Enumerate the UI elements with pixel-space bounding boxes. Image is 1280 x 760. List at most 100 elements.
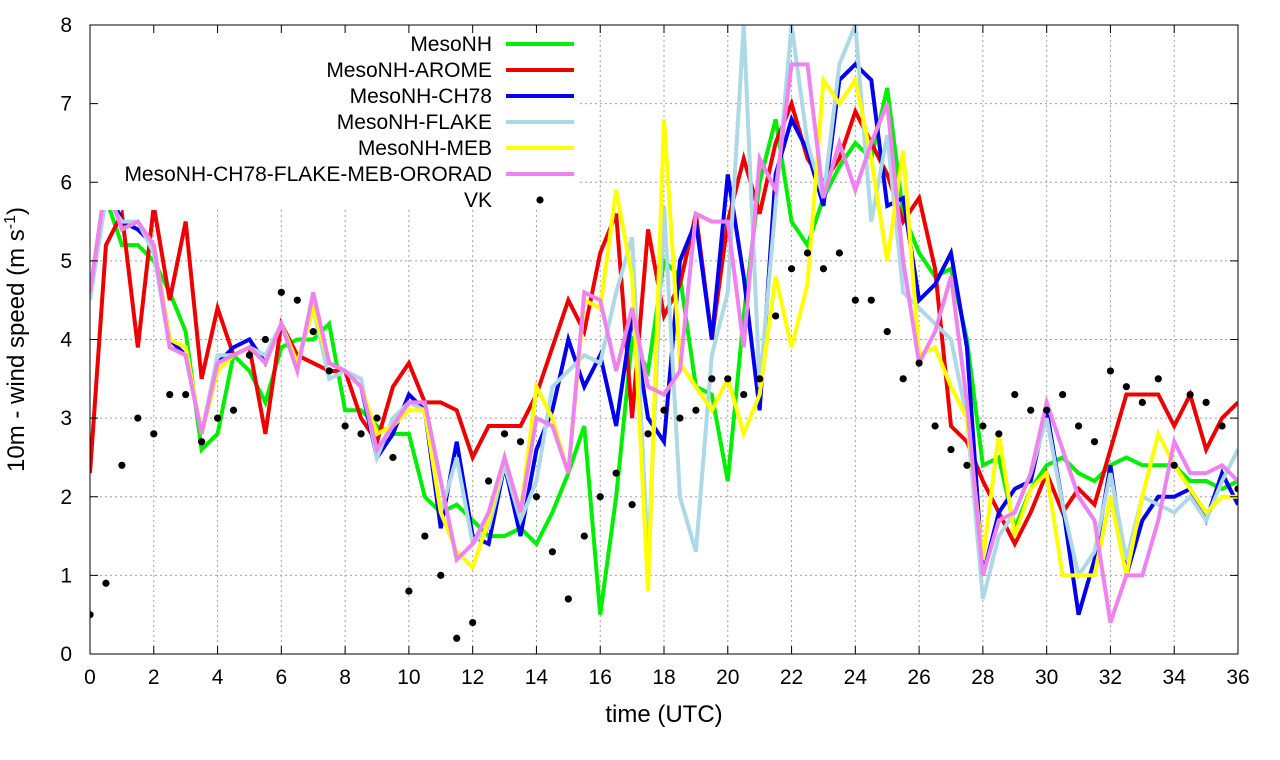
data-point (1059, 390, 1067, 399)
y-tick-label: 0 (60, 643, 72, 666)
data-point (1154, 375, 1162, 383)
data-point (166, 390, 174, 399)
data-point (787, 265, 796, 273)
data-point (947, 445, 955, 454)
x-axis-title: time (UTC) (605, 701, 722, 728)
legend-label: MesoNH-AROME (326, 59, 492, 82)
legend-label: MesoNH-CH78 (350, 85, 492, 108)
data-point (1011, 390, 1019, 399)
data-point (532, 493, 541, 501)
data-point (851, 296, 859, 304)
x-tick-label: 20 (716, 666, 739, 689)
y-tick-label: 7 (60, 93, 72, 116)
data-point (1074, 422, 1083, 430)
data-point (309, 328, 317, 336)
data-point (1122, 383, 1130, 391)
data-point (245, 351, 254, 359)
series-line (90, 87, 1238, 615)
y-tick-label: 5 (60, 250, 72, 273)
data-point (1202, 398, 1210, 406)
axis-ticks: 0 2 4 6 8 10 12 14 16 18 20 22 24 26 28 30 32 34 360123456… (60, 14, 1249, 689)
data-point (835, 249, 843, 257)
data-point (293, 296, 301, 304)
data-point (1106, 367, 1115, 375)
x-tick-label: 6 (275, 666, 287, 689)
data-point (628, 501, 636, 509)
data-point (708, 375, 716, 383)
data-point (915, 359, 923, 367)
data-point (676, 414, 684, 422)
data-point (90, 611, 94, 619)
data-point (803, 249, 812, 257)
x-tick-label: 12 (461, 666, 484, 689)
data-point (516, 438, 525, 446)
legend-label: MesoNH-FLAKE (337, 111, 492, 134)
x-tick-label: 34 (1163, 666, 1187, 689)
plot-series (90, 25, 1238, 642)
x-tick-label: 0 (84, 666, 96, 689)
y-tick-label: 3 (60, 407, 72, 430)
legend-background (62, 24, 580, 210)
y-axis-title-end: ) (3, 207, 30, 215)
data-point (229, 406, 238, 414)
data-point (1027, 406, 1035, 414)
data-point (899, 375, 907, 383)
data-point (213, 414, 222, 422)
data-point (341, 422, 349, 430)
data-point (118, 461, 126, 469)
data-point (198, 438, 206, 446)
data-point (389, 453, 397, 462)
series-line (90, 62, 1238, 624)
y-tick-label: 1 (60, 564, 72, 587)
x-tick-label: 10 (397, 666, 420, 689)
data-point (405, 587, 413, 595)
y-tick-label: 8 (60, 14, 72, 37)
data-point (724, 375, 732, 383)
y-tick-label: 6 (60, 171, 72, 194)
series-vk (90, 249, 1238, 642)
data-point (1090, 438, 1099, 446)
x-tick-label: 22 (780, 666, 803, 689)
data-point (485, 477, 493, 485)
data-point (979, 422, 987, 430)
legend-label: MesoNH-CH78-FLAKE-MEB-ORORAD (124, 163, 492, 186)
data-point (150, 430, 158, 438)
data-point (134, 414, 142, 422)
data-point (772, 312, 780, 320)
data-point (580, 532, 588, 540)
y-tick-label: 4 (60, 329, 72, 352)
x-tick-label: 8 (339, 666, 351, 689)
x-tick-label: 4 (212, 666, 224, 689)
data-point (819, 265, 828, 273)
legend-swatch (536, 196, 544, 204)
data-point (373, 414, 381, 422)
data-point (469, 618, 477, 627)
data-point (740, 390, 748, 399)
x-tick-label: 24 (844, 666, 868, 689)
x-tick-label: 18 (652, 666, 675, 689)
data-point (867, 296, 875, 304)
x-tick-label: 28 (971, 666, 994, 689)
data-point (1234, 485, 1238, 493)
y-tick-label: 2 (60, 486, 72, 509)
y-axis-title-superscript: -1 (2, 215, 19, 229)
data-point (277, 288, 285, 296)
data-point (995, 430, 1003, 438)
series-mesonh-ch78-flake-meb-ororad (90, 62, 1238, 624)
data-point (931, 422, 939, 430)
y-axis-title-main: 10m - wind speed (m s (3, 229, 30, 472)
x-tick-label: 30 (1035, 666, 1058, 689)
x-tick-label: 32 (1099, 666, 1122, 689)
data-point (660, 406, 668, 414)
data-point (437, 571, 445, 579)
data-point (564, 595, 572, 603)
data-point (1218, 422, 1226, 430)
data-point (644, 430, 652, 438)
data-point (102, 579, 110, 587)
legend: MesoNH MesoNH-AROME MesoNH-CH78 MesoNH-FLAK… (62, 24, 580, 212)
legend-label: VK (464, 189, 492, 212)
data-point (1186, 390, 1194, 399)
x-tick-label: 14 (525, 666, 549, 689)
y-axis-title: 10m - wind speed (m s-1) (2, 207, 30, 472)
